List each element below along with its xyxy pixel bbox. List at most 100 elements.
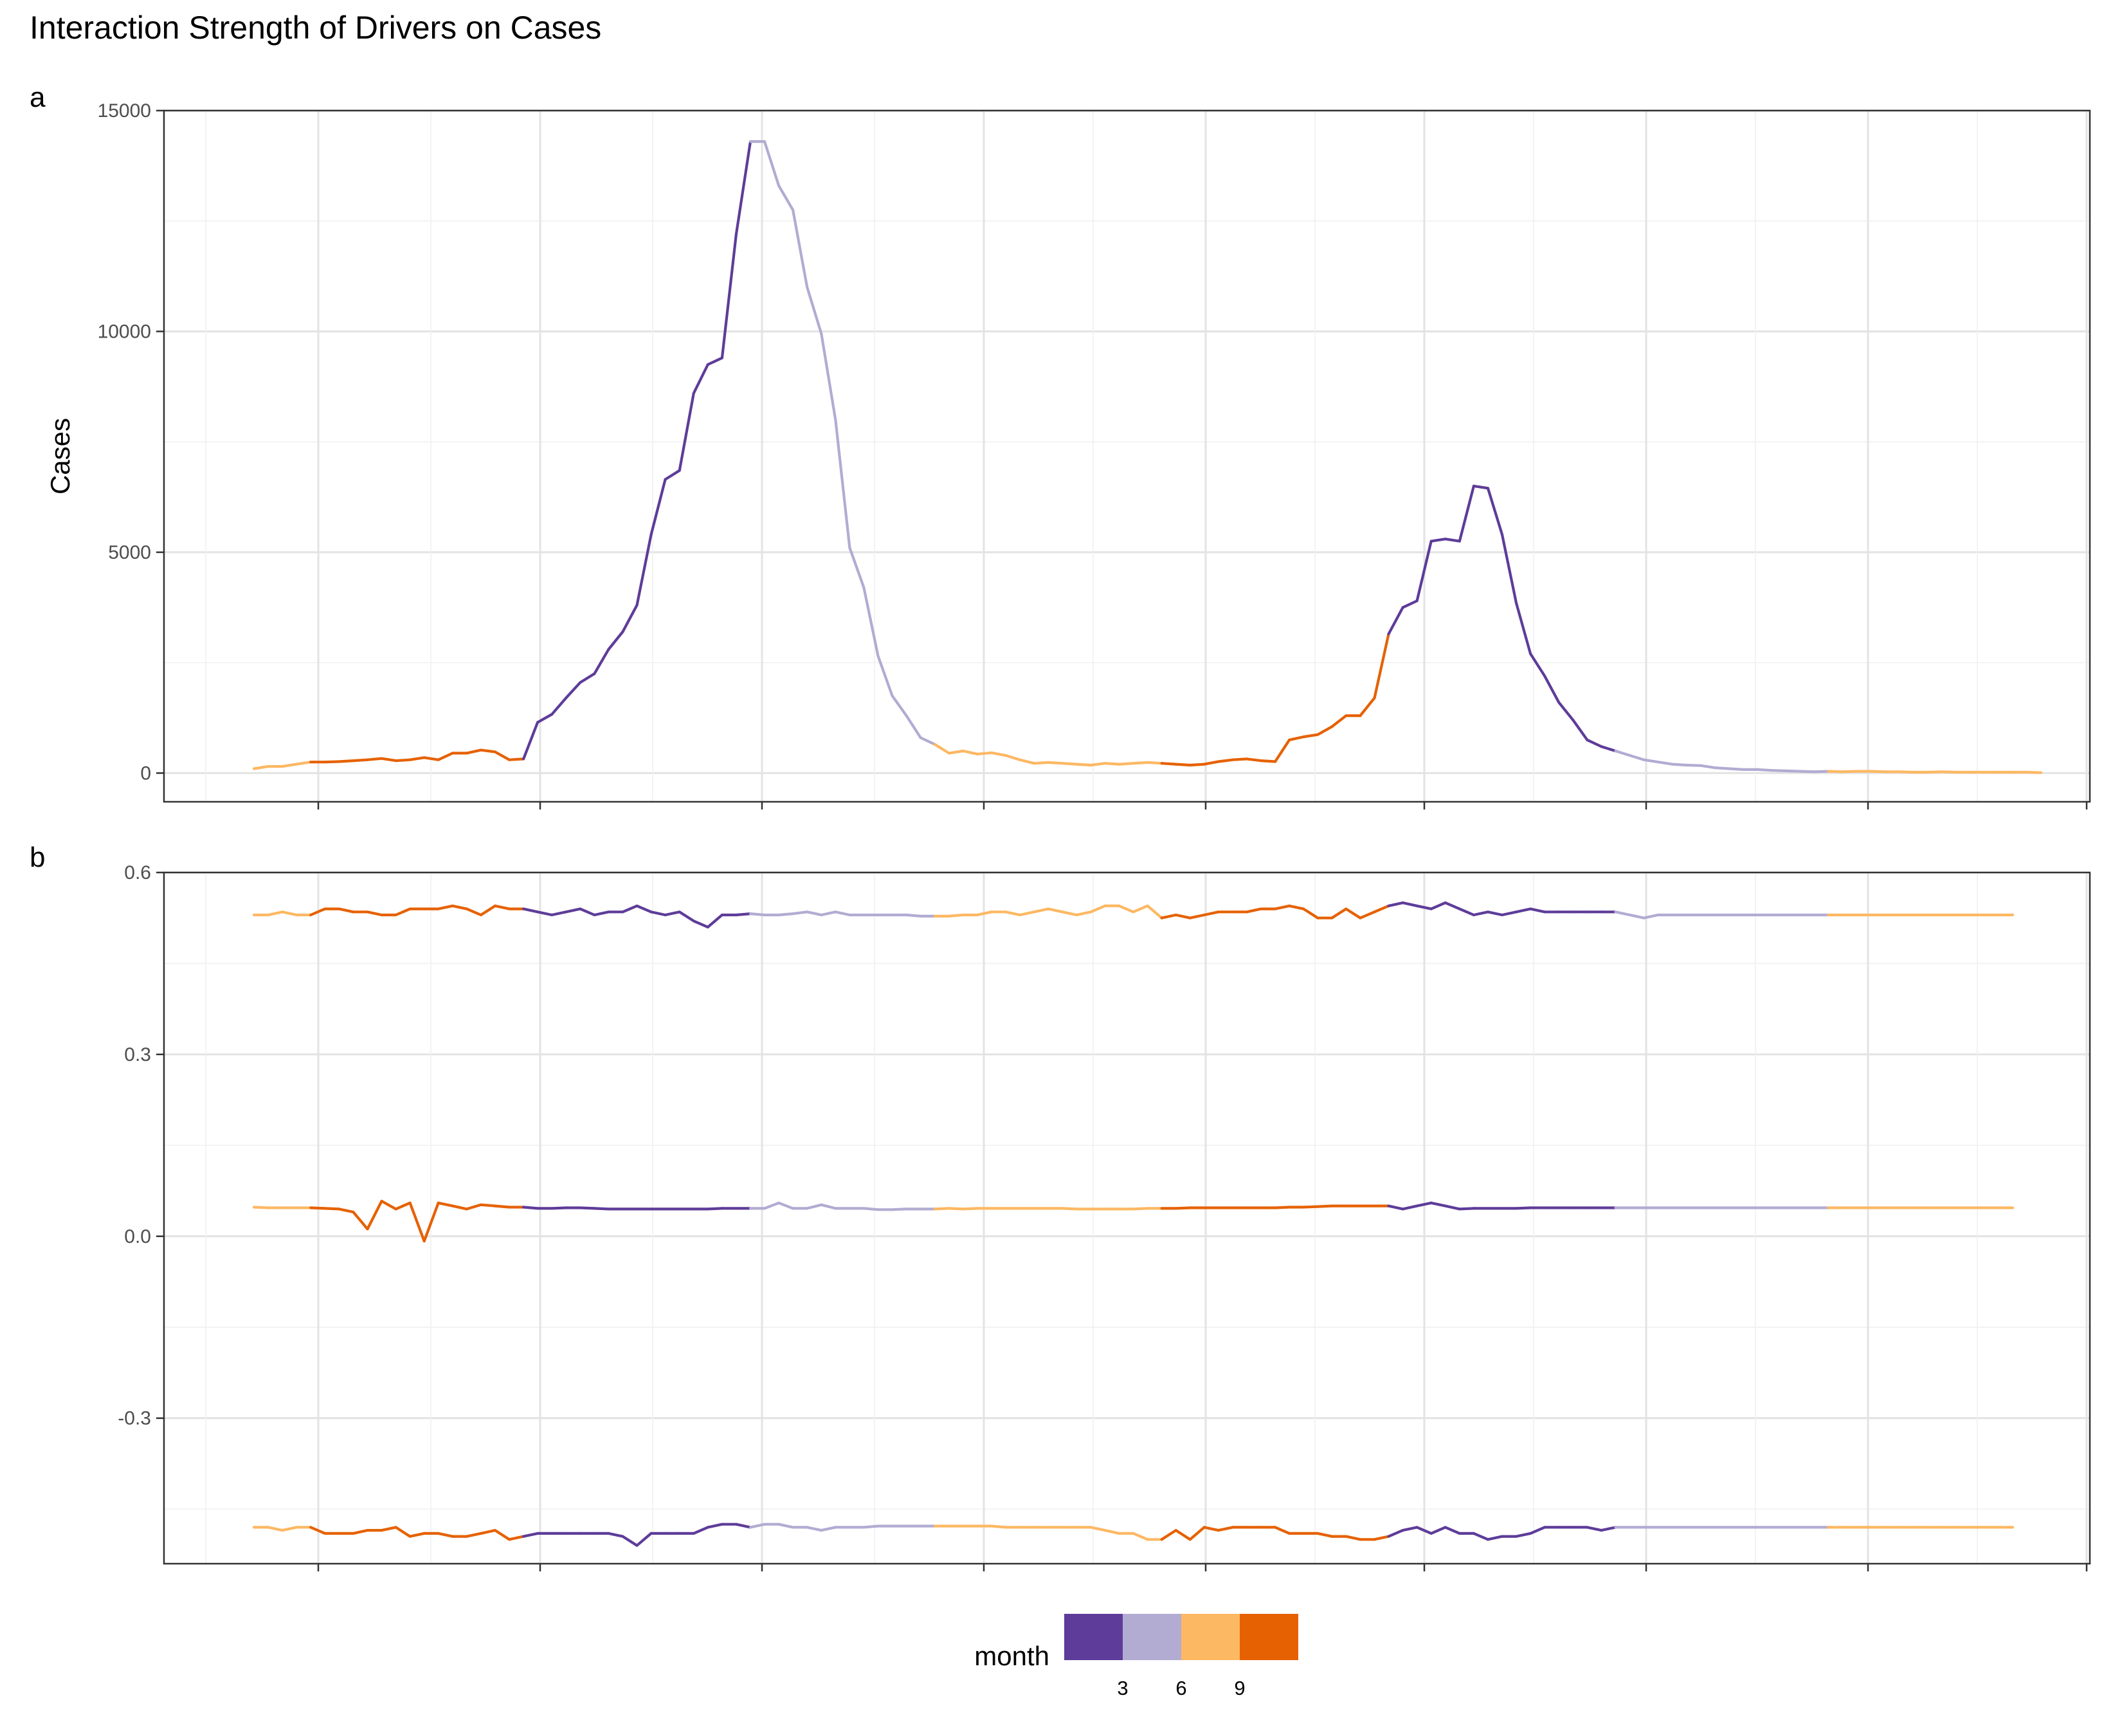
series-1-segment	[309, 907, 327, 917]
series-3-segment	[1174, 1529, 1192, 1541]
series-1-segment	[820, 910, 837, 917]
series-1-segment	[1061, 910, 1078, 917]
series-1-segment	[1472, 910, 1489, 917]
series-1-segment	[493, 750, 511, 761]
series-1-segment	[1529, 652, 1546, 678]
series-1	[252, 140, 2043, 774]
series-3-segment	[479, 1529, 497, 1535]
series-1-segment	[720, 233, 738, 359]
series-1-segment	[820, 332, 837, 421]
series-1-segment	[1401, 901, 1419, 908]
series-2-segment	[380, 1199, 397, 1211]
panel-a-yticks: 0 5000 10000 15000	[98, 100, 164, 784]
series-1-segment	[593, 910, 610, 917]
series-3-segment	[507, 1535, 525, 1541]
series-1-segment	[1287, 904, 1305, 910]
series-1-segment	[422, 756, 440, 761]
series-2-segment	[862, 1207, 880, 1211]
legend-tick-3: 3	[1117, 1677, 1128, 1699]
series-2-segment	[437, 1201, 454, 1207]
legend-swatch-month-12	[1240, 1614, 1298, 1660]
series-2	[252, 1199, 2015, 1243]
series-1-segment	[408, 756, 426, 761]
series-1-segment	[521, 907, 540, 914]
series-3-segment	[1401, 1526, 1419, 1532]
series-3-segment	[1415, 1526, 1433, 1535]
series-3-segment	[1132, 1532, 1149, 1541]
panel-a-series	[252, 140, 2043, 774]
series-1-segment	[1444, 901, 1461, 910]
panel-a-frame	[163, 109, 2091, 803]
series-1-segment	[1359, 910, 1376, 919]
legend-title: month	[974, 1641, 1049, 1671]
series-3-segment	[521, 1532, 540, 1538]
series-3-segment	[1089, 1526, 1107, 1532]
legend-swatch-month-6	[1123, 1614, 1181, 1660]
series-3-segment	[408, 1532, 426, 1538]
series-3-segment	[1486, 1535, 1504, 1541]
series-1-segment	[1486, 910, 1504, 917]
series-1-segment	[777, 184, 795, 212]
series-1-segment	[1075, 763, 1093, 767]
series-1-segment	[635, 904, 653, 914]
series-1-segment	[1685, 763, 1702, 767]
series-1-segment	[1089, 904, 1107, 914]
series-1-segment	[1188, 763, 1206, 767]
series-1-segment	[1018, 910, 1036, 917]
series-1-segment	[734, 912, 752, 917]
series-1-segment	[252, 764, 270, 770]
series-3-segment	[1444, 1526, 1461, 1535]
series-3-segment	[493, 1529, 511, 1541]
series-1-segment	[862, 586, 880, 658]
series-3-segment	[1188, 1526, 1206, 1541]
ytick-label: 10000	[98, 321, 151, 342]
series-1-segment	[1217, 758, 1235, 763]
series-1-segment	[692, 919, 709, 929]
series-3-segment	[1387, 1529, 1404, 1538]
panel-b-tag: b	[30, 842, 45, 873]
series-1-segment	[763, 140, 781, 187]
series-1-segment	[1429, 901, 1447, 910]
panel-a-gridlines	[164, 109, 2090, 802]
series-1-segment	[1202, 910, 1220, 917]
series-1-segment	[1444, 538, 1461, 543]
series-3-segment	[281, 1526, 298, 1532]
series-1-segment	[1614, 749, 1631, 757]
series-1-segment	[876, 655, 894, 698]
series-1-segment	[1174, 763, 1192, 767]
series-1-segment	[905, 714, 922, 739]
series-1-segment	[1373, 632, 1390, 700]
series-1-segment	[1642, 913, 1660, 919]
series-3-segment	[1345, 1535, 1362, 1541]
series-1-segment	[1160, 762, 1177, 766]
series-3-segment	[352, 1529, 369, 1535]
series-1-segment	[281, 910, 298, 917]
series-2-segment	[1174, 1206, 1192, 1210]
series-3-segment	[465, 1532, 483, 1538]
ytick-label: 5000	[108, 542, 151, 563]
panel-b-series	[252, 901, 2015, 1547]
series-2-segment	[706, 1207, 724, 1211]
ytick-label: -0.3	[118, 1408, 151, 1429]
series-1-segment	[1784, 769, 1802, 773]
series-1-segment	[1202, 760, 1220, 766]
series-1	[252, 901, 2015, 929]
series-1-segment	[621, 904, 639, 914]
series-1-segment	[891, 694, 908, 718]
series-2-segment	[252, 1206, 270, 1209]
series-1-segment	[947, 913, 965, 918]
series-1-segment	[1103, 762, 1121, 766]
series-1-segment	[1287, 735, 1305, 741]
series-1-segment	[947, 749, 965, 755]
series-1-segment	[366, 910, 383, 917]
series-2-segment	[479, 1203, 497, 1207]
series-1-segment	[1557, 701, 1575, 722]
series-1-segment	[1614, 910, 1631, 917]
series-2-segment	[1429, 1201, 1447, 1207]
series-1-segment	[1330, 907, 1348, 919]
series-1-segment	[295, 761, 313, 766]
series-1-segment	[834, 910, 851, 917]
series-1-segment	[1004, 910, 1022, 917]
series-1-segment	[394, 907, 412, 917]
series-2-segment	[961, 1207, 979, 1211]
